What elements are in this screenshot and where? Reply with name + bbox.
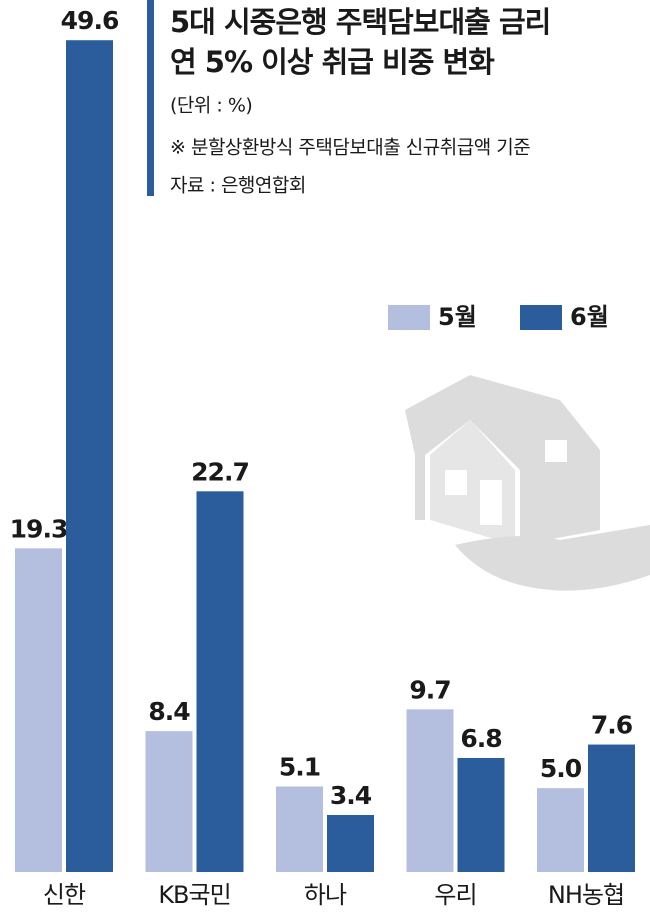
value-label: 3.4	[330, 781, 372, 810]
bar	[66, 40, 113, 872]
value-label: 7.6	[591, 711, 633, 740]
bar	[276, 786, 323, 872]
basis-note: ※ 분할상환방식 주택담보대출 신규취급액 기준	[170, 137, 530, 159]
bar	[15, 548, 62, 872]
value-label: 8.4	[148, 697, 190, 726]
legend: 5월 6월	[388, 303, 609, 331]
bar	[145, 731, 193, 872]
title-accent	[147, 0, 154, 196]
bar	[196, 491, 244, 872]
legend-label: 5월	[438, 303, 477, 331]
bar	[327, 814, 374, 872]
legend-swatch	[520, 305, 562, 330]
x-tick-label: NH농협	[548, 881, 624, 909]
house-icon	[405, 375, 650, 591]
legend-label: 6월	[570, 303, 609, 331]
x-tick-label: 하나	[304, 881, 347, 909]
value-label: 5.1	[279, 752, 320, 781]
bar	[588, 744, 635, 872]
bar	[457, 757, 505, 872]
x-tick-label: 신한	[43, 881, 86, 909]
value-label: 22.7	[191, 457, 249, 486]
value-label: 9.7	[409, 675, 450, 704]
x-tick-label: KB국민	[158, 881, 230, 909]
value-label: 5.0	[540, 754, 582, 783]
chart-title: 5대 시중은행 주택담보대출 금리	[170, 5, 550, 39]
unit-note: (단위 : %)	[170, 95, 252, 117]
x-tick-label: 우리	[434, 881, 476, 909]
chart-title: 연 5% 이상 취급 비중 변화	[170, 45, 495, 79]
source-note: 자료 : 은행연합회	[170, 175, 306, 197]
bar	[406, 709, 454, 872]
value-label: 19.3	[10, 514, 68, 543]
value-label: 49.6	[61, 6, 119, 35]
bar	[537, 788, 584, 872]
value-label: 6.8	[460, 724, 501, 753]
legend-swatch	[388, 305, 430, 330]
